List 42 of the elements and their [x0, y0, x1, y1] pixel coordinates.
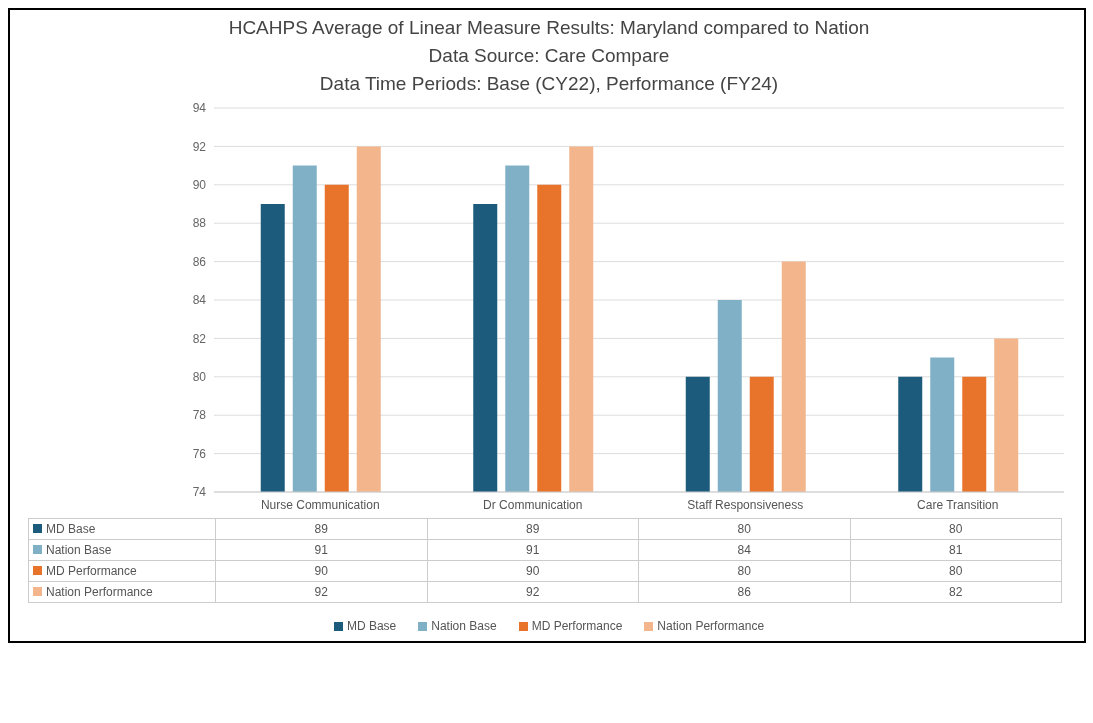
legend-label: MD Performance	[530, 619, 623, 633]
data-label: 91	[427, 539, 639, 561]
x-tick-label: Nurse Communication	[260, 497, 380, 512]
legend-label: MD Base	[345, 619, 397, 633]
data-label: 80	[638, 518, 850, 540]
data-label: 89	[215, 518, 427, 540]
text: Nation Performance	[46, 585, 153, 599]
legend-label: Nation Performance	[656, 619, 765, 633]
data-label: 84	[638, 539, 850, 561]
chart-subtitle: Data Source: Care Compare	[427, 44, 671, 68]
x-tick-label: Dr Communication	[483, 497, 583, 512]
data-label: 89	[427, 518, 639, 540]
x-tick-label: Staff Responsiveness	[687, 497, 804, 512]
x-tick-label: Care Transition	[917, 497, 999, 512]
data-label: 80	[850, 560, 1062, 582]
data-label: 90	[215, 560, 427, 582]
data-label: 92	[427, 581, 639, 603]
data-label: 80	[638, 560, 850, 582]
y-tick-label: 84	[192, 293, 207, 308]
y-tick-label: 76	[192, 446, 207, 461]
text: Nation Base	[46, 543, 112, 557]
data-label: 82	[850, 581, 1062, 603]
y-tick-label: 94	[192, 101, 207, 116]
y-tick-label: 74	[192, 485, 207, 500]
y-tick-label: 86	[192, 254, 207, 269]
legend-label: Nation Base	[430, 619, 497, 633]
data-label: 90	[427, 560, 639, 582]
y-tick-label: 88	[192, 216, 207, 231]
y-tick-label: 92	[192, 139, 207, 154]
chart-title: HCAHPS Average of Linear Measure Results: Maryland compared to Nation	[227, 16, 871, 40]
y-tick-label: 90	[192, 178, 207, 193]
text: MD Base	[46, 522, 96, 536]
data-label: 86	[638, 581, 850, 603]
y-tick-label: 80	[192, 370, 207, 385]
data-label: 91	[215, 539, 427, 561]
y-tick-label: 78	[192, 408, 207, 423]
text: Data Time Periods: Base (CY22), Performance (FY24)	[318, 72, 780, 96]
data-label: 80	[850, 518, 1062, 540]
data-label: 92	[215, 581, 427, 603]
y-tick-label: 82	[192, 331, 207, 346]
data-label: 81	[850, 539, 1062, 561]
text: MD Performance	[46, 564, 137, 578]
